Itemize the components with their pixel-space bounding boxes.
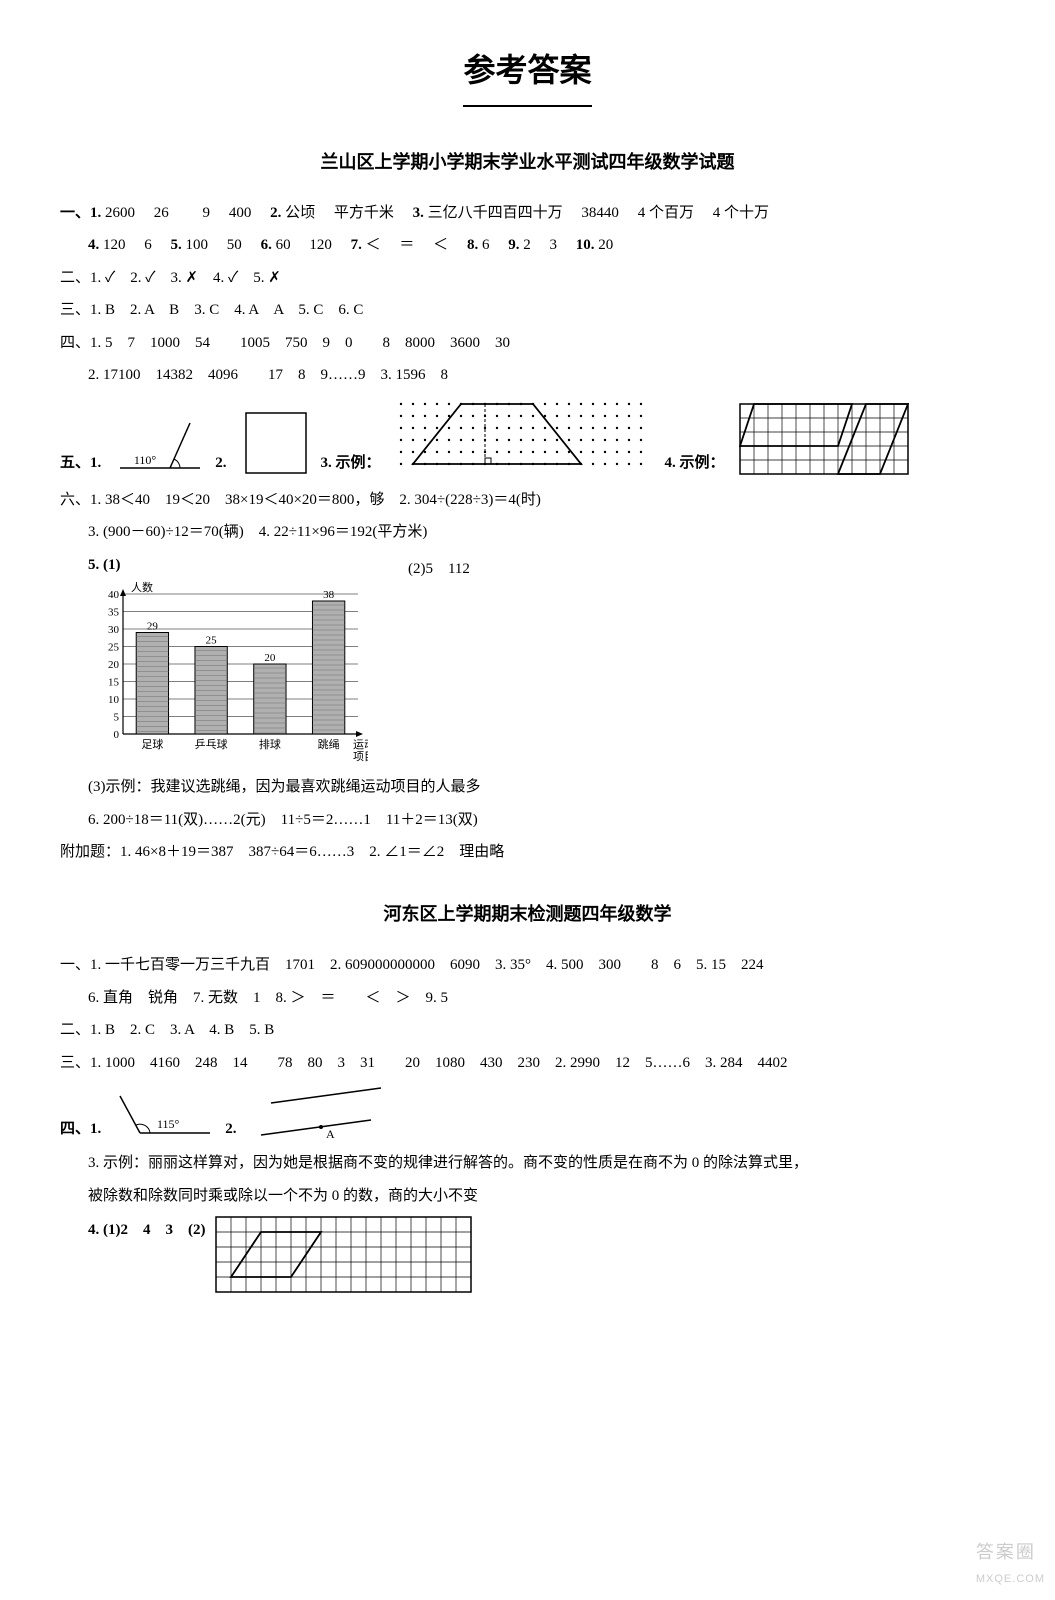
s2-q4-line4-row: 4. (1)2 4 3 (2) bbox=[60, 1216, 995, 1301]
parallelogram-grid-figure-2 bbox=[215, 1216, 475, 1301]
s1-q6-line6: 附加题：1. 46×8＋19＝387 387÷64＝6……3 2. ∠1＝∠2 … bbox=[60, 838, 995, 867]
svg-text:5: 5 bbox=[114, 712, 120, 724]
s2-q4-label1: 四、1. bbox=[60, 1115, 101, 1144]
s1-q6-chart-block: 5. (1) 0 5 10 15 20 25 30 35 40 人数 29 足球 25 乒乓球 20 排球 38… bbox=[60, 551, 995, 770]
svg-text:A: A bbox=[326, 1127, 335, 1141]
parallel-lines-point-figure: A bbox=[251, 1083, 391, 1143]
svg-text:115°: 115° bbox=[157, 1117, 180, 1131]
s1-q6-line4: (3)示例：我建议选跳绳，因为最喜欢跳绳运动项目的人最多 bbox=[60, 773, 995, 802]
svg-text:20: 20 bbox=[108, 659, 120, 671]
svg-text:38: 38 bbox=[323, 589, 335, 601]
s1-q2: 二、1. ✓ 2. ✓ 3. ✗ 4. ✓ 5. ✗ bbox=[60, 264, 995, 293]
s2-q3: 三、1. 1000 4160 248 14 78 80 3 31 20 1080… bbox=[60, 1049, 995, 1078]
svg-text:15: 15 bbox=[108, 677, 120, 689]
s1-q4-line2: 2. 17100 14382 4096 17 8 9……9 3. 1596 8 bbox=[60, 361, 995, 390]
s1-q5-row: 五、1. 110° 2. 3. 示例： 4. 示例： bbox=[60, 398, 995, 478]
svg-text:足球: 足球 bbox=[141, 737, 163, 751]
s1-q5-label2: 2. bbox=[215, 449, 226, 478]
angle-110-figure: 110° bbox=[115, 418, 205, 478]
s2-q4-row: 四、1. 115° 2. A bbox=[60, 1083, 995, 1143]
s1-q6-line5: 6. 200÷18＝11(双)……2(元) 11÷5＝2……1 11＋2＝13(… bbox=[60, 806, 995, 835]
s2-q1-line2: 6. 直角 锐角 7. 无数 1 8. ＞ ＝ ＜ ＞ 9. 5 bbox=[60, 984, 995, 1013]
s2-q4-line3b: 被除数和除数同时乘或除以一个不为 0 的数，商的大小不变 bbox=[60, 1182, 995, 1211]
s1-q1-line2: 4. 120 6 5. 100 50 6. 60 120 7. ＜ ＝ ＜ 8.… bbox=[60, 231, 995, 260]
svg-text:40: 40 bbox=[108, 589, 120, 601]
s1-q1-line1: 一、1. 2600 26 9 400 2. 公顷 平方千米 3. 三亿八千四百四… bbox=[60, 199, 995, 228]
svg-text:乒乓球: 乒乓球 bbox=[195, 737, 228, 751]
svg-text:35: 35 bbox=[108, 607, 120, 619]
s1-q5-label4: 4. 示例： bbox=[665, 449, 725, 478]
s1-q6-line3-suffix: (2)5 112 bbox=[408, 561, 470, 577]
svg-text:110°: 110° bbox=[134, 453, 157, 467]
s1-q5-label3: 3. 示例： bbox=[321, 449, 381, 478]
svg-text:25: 25 bbox=[206, 635, 218, 647]
svg-text:项目: 项目 bbox=[353, 750, 368, 763]
s2-q2: 二、1. B 2. C 3. A 4. B 5. B bbox=[60, 1016, 995, 1045]
svg-text:运动: 运动 bbox=[353, 738, 368, 751]
section2-heading: 河东区上学期期末检测题四年级数学 bbox=[60, 897, 995, 931]
s2-q1-line1: 一、1. 一千七百零一万三千九百 1701 2. 609000000000 60… bbox=[60, 951, 995, 980]
angle-115-figure: 115° bbox=[115, 1088, 215, 1143]
square-figure bbox=[241, 408, 311, 478]
svg-text:20: 20 bbox=[264, 652, 276, 664]
bar-chart: 0 5 10 15 20 25 30 35 40 人数 29 足球 25 乒乓球 20 排球 38 跳绳运动项目 bbox=[88, 579, 368, 769]
svg-text:跳绳: 跳绳 bbox=[318, 737, 340, 751]
svg-text:25: 25 bbox=[108, 642, 120, 654]
svg-text:10: 10 bbox=[108, 694, 120, 706]
svg-text:0: 0 bbox=[114, 729, 120, 741]
s2-q4-label2: 2. bbox=[225, 1115, 236, 1144]
section1-heading: 兰山区上学期小学期末学业水平测试四年级数学试题 bbox=[60, 145, 995, 179]
svg-text:30: 30 bbox=[108, 624, 120, 636]
trapezoid-dotgrid-figure bbox=[395, 398, 655, 478]
s1-q6-line1: 六、1. 38＜40 19＜20 38×19＜40×20＝800，够 2. 30… bbox=[60, 486, 995, 515]
parallelogram-grid-figure bbox=[739, 403, 909, 478]
s2-q4-line3a: 3. 示例：丽丽这样算对，因为她是根据商不变的规律进行解答的。商不变的性质是在商… bbox=[60, 1149, 995, 1178]
s1-q6-line3-label: 5. (1) bbox=[88, 557, 121, 573]
svg-text:排球: 排球 bbox=[259, 737, 281, 751]
watermark: 答案圈 MXQE.COM bbox=[976, 1535, 1045, 1590]
s1-q3: 三、1. B 2. A B 3. C 4. A A 5. C 6. C bbox=[60, 296, 995, 325]
s1-q6-line2: 3. (900－60)÷12＝70(辆) 4. 22÷11×96＝192(平方米… bbox=[60, 518, 995, 547]
s1-q5-label1: 五、1. bbox=[60, 449, 101, 478]
s1-q4-line1: 四、1. 5 7 1000 54 1005 750 9 0 8 8000 360… bbox=[60, 329, 995, 358]
s2-q4-line4-label: 4. (1)2 4 3 (2) bbox=[88, 1216, 205, 1245]
page-title: 参考答案 bbox=[463, 40, 591, 107]
svg-text:29: 29 bbox=[147, 621, 159, 633]
svg-text:人数: 人数 bbox=[131, 581, 153, 594]
